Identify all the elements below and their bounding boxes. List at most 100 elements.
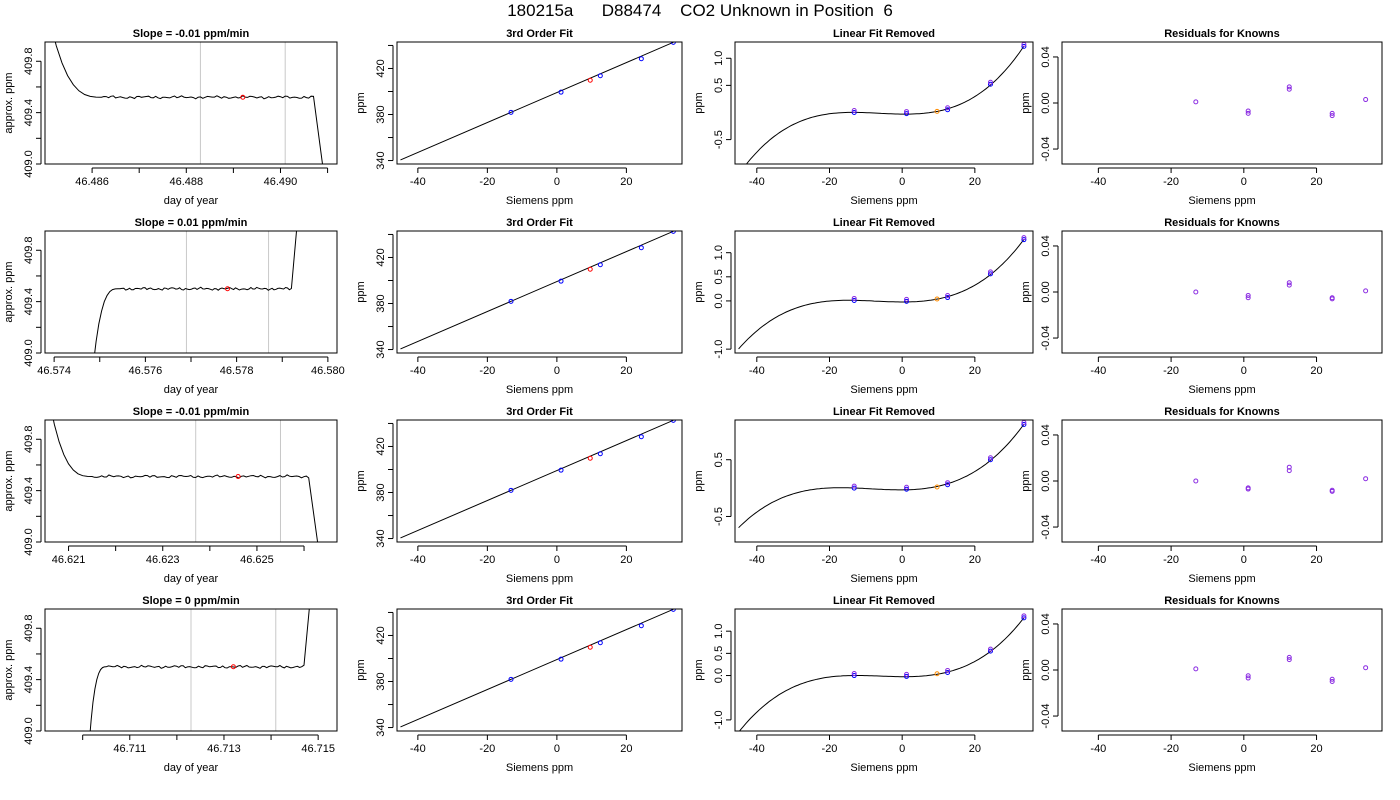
x-axis-label: Siemens ppm: [850, 195, 917, 207]
x-tick-label: -40: [1090, 176, 1106, 188]
y-axis-label: ppm: [693, 281, 705, 302]
x-axis-label: day of year: [164, 195, 219, 207]
plot-frame: [1061, 419, 1383, 543]
plot-frame: [396, 419, 683, 543]
residual-point: [1245, 673, 1251, 679]
residual-point: [1193, 478, 1199, 484]
residual-fit-curve: [738, 423, 1025, 529]
y-tick-label: -0.04: [1040, 136, 1052, 161]
known-point: [904, 486, 910, 492]
y-axis-label: ppm: [355, 281, 367, 302]
known-point: [508, 487, 514, 493]
x-tick-label: -40: [1090, 743, 1106, 755]
x-tick-label: 46.580: [311, 365, 345, 377]
known-point: [1021, 237, 1027, 243]
x-tick-label: 46.711: [113, 743, 146, 755]
x-tick-label: -40: [749, 554, 765, 566]
plot-frame: [44, 608, 338, 732]
y-tick-label: 340: [375, 718, 387, 736]
y-tick-label: 409.0: [23, 717, 35, 745]
panel-title: 3rd Order Fit: [506, 28, 573, 40]
x-tick-label: 20: [1310, 365, 1322, 377]
panel-r1c3: Linear Fit Removed -40 -20 0 20 Siemens ppm -0…: [693, 28, 1034, 207]
panel-r2c4: Residuals for Knowns -40 -20 0 20 Siemens ppm…: [1020, 217, 1383, 396]
x-tick-label: -40: [1090, 554, 1106, 566]
panel-r2c1: Slope = 0.01 ppm/min 46.574 46.576 46.578 46…: [3, 217, 345, 396]
known-point: [987, 81, 993, 87]
known-point-repeat: [987, 455, 993, 461]
x-axis-label: day of year: [164, 573, 219, 585]
x-tick-label: 0: [899, 554, 905, 566]
plot-area: [400, 231, 676, 350]
unknown-point: [587, 77, 593, 83]
y-tick-label: 1.0: [713, 51, 725, 66]
x-tick-label: 46.621: [52, 554, 86, 566]
known-point: [851, 673, 857, 679]
plot-area: [1193, 280, 1369, 302]
y-tick-label: 0.0: [713, 293, 725, 308]
plot-frame: [396, 230, 683, 354]
known-point: [987, 648, 993, 654]
x-tick-label: -20: [479, 554, 495, 566]
y-tick-label: 409.4: [23, 288, 35, 316]
residual-point: [1193, 289, 1199, 295]
x-tick-label: 20: [969, 743, 981, 755]
y-tick-label: -1.0: [713, 710, 725, 729]
y-axis-label: ppm: [693, 659, 705, 680]
x-tick-label: 0: [899, 176, 905, 188]
plot-area: [400, 609, 676, 728]
known-point: [508, 298, 514, 304]
residual-point: [1286, 654, 1292, 660]
y-tick-label: 409.8: [23, 47, 35, 75]
plot-frame: [396, 608, 683, 732]
x-axis-label: Siemens ppm: [1188, 762, 1255, 774]
plot-frame: [734, 608, 1034, 732]
plot-area: [745, 42, 1027, 164]
y-tick-label: 0.00: [1040, 281, 1052, 302]
panel-title: Residuals for Knowns: [1164, 217, 1280, 229]
residual-point: [1245, 292, 1251, 298]
y-tick-label: -0.04: [1040, 325, 1052, 350]
panel-title: Residuals for Knowns: [1164, 595, 1280, 607]
panel-title: Linear Fit Removed: [833, 217, 935, 229]
known-point: [558, 89, 564, 95]
residual-point: [1329, 296, 1335, 302]
x-axis-label: Siemens ppm: [1188, 573, 1255, 585]
known-point-repeat: [945, 480, 951, 486]
known-point: [1021, 422, 1027, 428]
plot-frame: [44, 230, 338, 354]
known-point-repeat: [945, 667, 951, 673]
unknown-point: [934, 296, 940, 302]
x-tick-label: 46.623: [146, 554, 180, 566]
panel-r3c1: Slope = -0.01 ppm/min 46.621 46.623 46.625 d…: [3, 406, 338, 585]
residual-point: [1193, 99, 1199, 105]
y-tick-label: 340: [375, 151, 387, 169]
y-tick-label: 340: [375, 529, 387, 547]
panel-title: Residuals for Knowns: [1164, 406, 1280, 418]
fit-line: [400, 42, 674, 161]
known-point: [508, 109, 514, 115]
residual-point: [1245, 108, 1251, 114]
panel-title: Slope = -0.01 ppm/min: [133, 406, 250, 418]
unknown-point: [587, 266, 593, 272]
x-tick-label: -40: [749, 743, 765, 755]
residual-point: [1286, 282, 1292, 288]
x-tick-label: 0: [1241, 743, 1247, 755]
x-tick-label: -40: [410, 176, 426, 188]
y-tick-label: 0.5: [713, 452, 725, 467]
known-point-repeat: [987, 79, 993, 85]
known-point: [558, 278, 564, 284]
x-tick-label: 0: [1241, 365, 1247, 377]
x-tick-label: 0: [899, 365, 905, 377]
plot-frame: [734, 230, 1034, 354]
x-axis-label: Siemens ppm: [1188, 384, 1255, 396]
y-tick-label: -1.0: [713, 340, 725, 359]
known-point-repeat: [904, 109, 910, 115]
plot-frame: [734, 419, 1034, 543]
x-tick-label: 0: [554, 365, 560, 377]
y-axis-label: ppm: [1020, 92, 1032, 113]
known-point-repeat: [945, 105, 951, 111]
known-point: [945, 669, 951, 675]
x-tick-label: 20: [1310, 743, 1322, 755]
x-tick-label: 20: [969, 176, 981, 188]
